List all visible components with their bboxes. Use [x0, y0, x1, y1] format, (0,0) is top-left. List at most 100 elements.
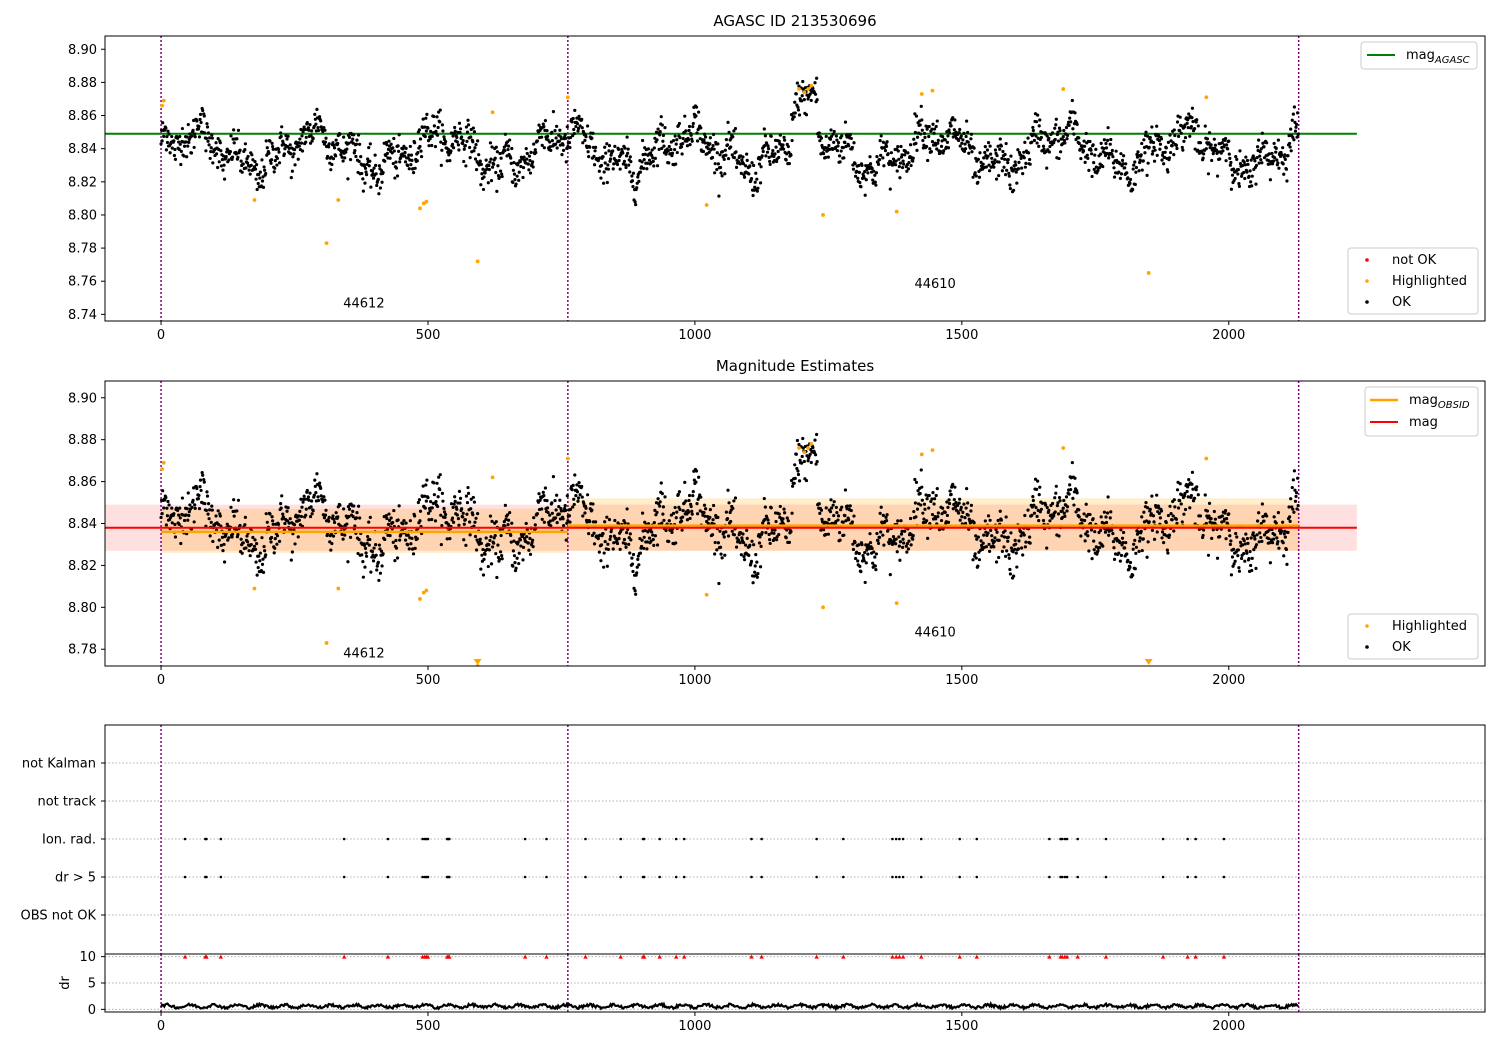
ok-point	[722, 157, 726, 161]
ok-point	[351, 509, 355, 513]
dr-gt-5-flag-point	[1222, 875, 1226, 879]
ok-point	[1036, 113, 1040, 117]
ok-point	[603, 520, 607, 524]
ok-point	[244, 546, 248, 550]
ok-point	[1034, 120, 1039, 124]
ok-point	[377, 578, 381, 583]
ok-point	[1094, 147, 1098, 151]
ok-point	[408, 144, 412, 149]
ok-point	[961, 510, 965, 514]
ok-point	[1209, 517, 1213, 521]
ok-point	[913, 130, 917, 135]
ok-point	[1238, 540, 1243, 544]
ok-point	[207, 517, 211, 521]
ok-point	[1260, 131, 1264, 135]
ok-point	[870, 546, 874, 551]
ok-point	[254, 177, 258, 181]
ok-point	[1093, 530, 1097, 534]
ok-point	[304, 140, 308, 144]
ok-point	[655, 543, 660, 547]
highlighted-point	[802, 450, 807, 455]
ok-point	[767, 532, 771, 537]
ok-point	[1160, 158, 1164, 162]
ok-point	[1148, 135, 1152, 140]
ok-point	[522, 155, 526, 159]
ok-point	[462, 522, 466, 526]
ok-point	[375, 183, 379, 188]
ok-point	[1267, 152, 1271, 156]
ok-point	[262, 544, 266, 549]
estimates-ytick-label: 8.78	[68, 643, 97, 658]
ok-point	[332, 517, 336, 521]
ok-point	[628, 532, 632, 536]
ion-rad-flag-point	[642, 837, 646, 841]
ok-point	[356, 551, 360, 556]
ok-point	[185, 155, 189, 159]
ok-point	[720, 174, 724, 178]
ok-point	[835, 149, 840, 153]
ok-point	[363, 546, 368, 550]
ok-point	[269, 540, 273, 544]
ok-point	[1002, 535, 1007, 539]
ok-point	[1271, 537, 1276, 541]
ok-point	[548, 140, 552, 144]
ok-point	[977, 175, 982, 179]
ok-point	[1290, 485, 1294, 490]
ok-point	[989, 152, 993, 156]
ok-point	[524, 521, 528, 526]
ok-point	[874, 552, 879, 556]
ok-point	[963, 147, 968, 151]
ok-point	[527, 168, 531, 172]
ok-point	[792, 481, 796, 485]
ok-point	[458, 496, 463, 500]
ok-point	[188, 503, 192, 507]
ok-point	[895, 550, 899, 554]
ok-point	[898, 161, 903, 165]
ion-rad-flag-point	[901, 837, 905, 841]
ok-point	[881, 513, 885, 517]
ok-point	[1086, 534, 1090, 538]
ok-point	[1112, 546, 1116, 550]
ok-point	[469, 135, 473, 139]
ok-point	[551, 475, 556, 479]
ok-point	[453, 129, 457, 133]
ok-point	[1038, 510, 1042, 514]
ok-point	[1063, 141, 1067, 145]
ok-point	[322, 125, 326, 130]
ok-point	[170, 506, 174, 510]
ok-point	[711, 503, 716, 508]
ok-point	[1000, 169, 1005, 173]
ok-point	[1206, 553, 1211, 557]
dr-flag-marker	[341, 954, 347, 959]
ok-point	[1290, 118, 1294, 122]
highlighted-point	[797, 87, 801, 91]
dr-flag-marker	[447, 954, 452, 959]
ok-point	[352, 504, 356, 508]
ok-point	[1092, 539, 1096, 543]
ok-point	[1293, 499, 1298, 503]
ok-point	[511, 168, 515, 172]
ok-point	[847, 144, 851, 148]
dr-flag-marker	[657, 954, 662, 959]
ok-point	[403, 150, 407, 155]
ok-point	[220, 535, 225, 539]
ok-point	[496, 543, 500, 547]
ok-point	[1190, 482, 1194, 486]
ok-point	[424, 499, 428, 503]
ok-point	[998, 509, 1002, 513]
ok-point	[853, 540, 857, 545]
ok-point	[545, 506, 550, 510]
ok-point	[391, 146, 395, 150]
ok-point	[273, 159, 277, 163]
ok-point	[415, 537, 419, 541]
ok-point	[578, 493, 582, 497]
ok-point	[197, 124, 201, 129]
ok-point	[353, 148, 357, 153]
ok-point	[1106, 495, 1110, 499]
ion-rad-flag-point	[545, 837, 548, 841]
ok-point	[1245, 158, 1250, 163]
ok-point	[1205, 137, 1209, 141]
ok-point	[825, 521, 829, 525]
ok-point	[701, 149, 706, 154]
ok-point	[647, 158, 652, 162]
